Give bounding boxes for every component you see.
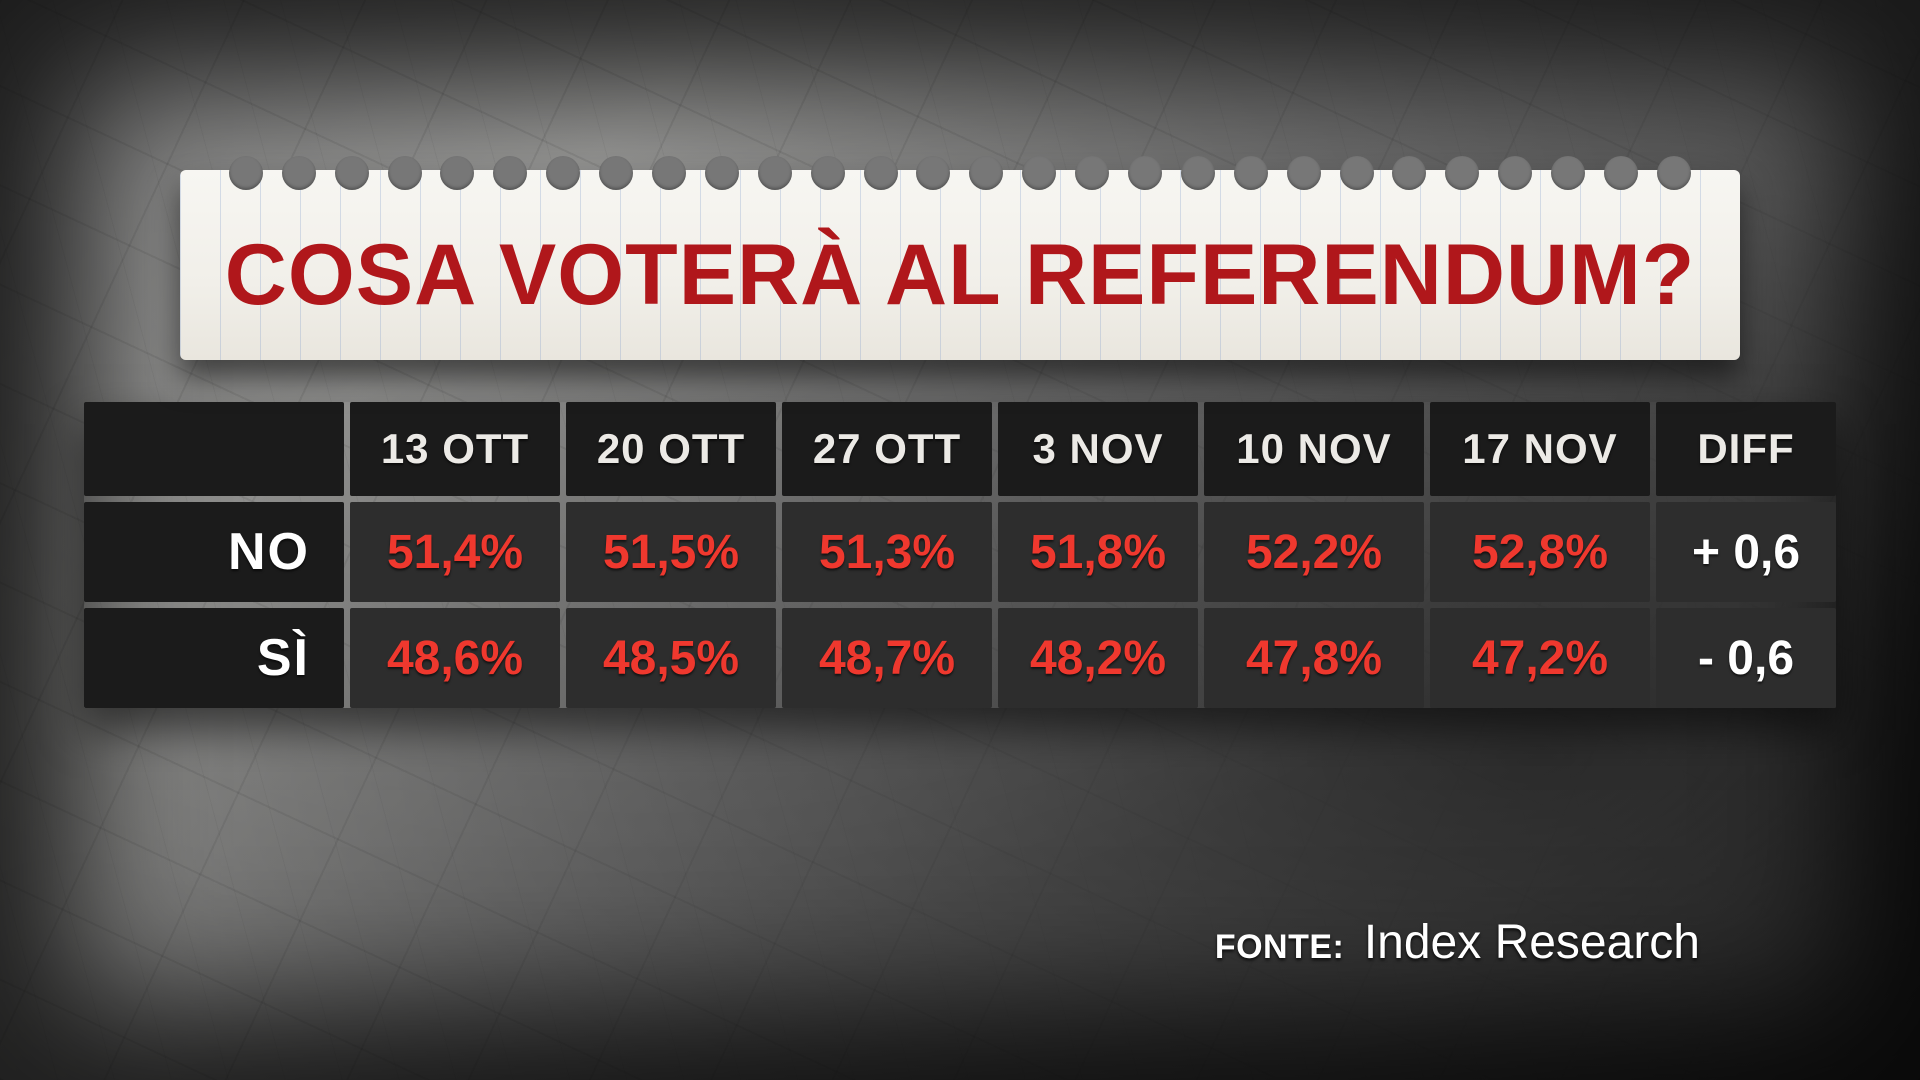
table-header: 17 NOV: [1430, 402, 1650, 496]
table-cell-value: 52,2%: [1204, 502, 1424, 602]
table-cell-value: 51,4%: [350, 502, 560, 602]
infographic-title: COSA VOTERÀ AL REFERENDUM?: [220, 232, 1700, 318]
table-header: 20 OTT: [566, 402, 776, 496]
table-cell-value: 52,8%: [1430, 502, 1650, 602]
table-header: 27 OTT: [782, 402, 992, 496]
table-cell-value: 48,2%: [998, 608, 1198, 708]
table-row-label: NO: [84, 502, 344, 602]
table-cell-diff: + 0,6: [1656, 502, 1836, 602]
title-paper: COSA VOTERÀ AL REFERENDUM?: [180, 170, 1740, 360]
source-label: FONTE:: [1215, 928, 1345, 966]
source-value: Index Research: [1364, 916, 1700, 969]
table-row-label: SÌ: [84, 608, 344, 708]
table-header: 3 NOV: [998, 402, 1198, 496]
table-cell-value: 47,2%: [1430, 608, 1650, 708]
table-cell-value: 51,8%: [998, 502, 1198, 602]
table-header: 10 NOV: [1204, 402, 1424, 496]
table-cell-diff: - 0,6: [1656, 608, 1836, 708]
table-cell-value: 47,8%: [1204, 608, 1424, 708]
paper-spiral-holes: [180, 150, 1740, 190]
table-cell-value: 48,5%: [566, 608, 776, 708]
table-cell-value: 51,3%: [782, 502, 992, 602]
table-header: 13 OTT: [350, 402, 560, 496]
table-cell-value: 48,7%: [782, 608, 992, 708]
table-cell-value: 51,5%: [566, 502, 776, 602]
table-header: DIFF: [1656, 402, 1836, 496]
poll-table: 13 OTT20 OTT27 OTT3 NOV10 NOV17 NOVDIFF N…: [84, 402, 1836, 708]
table-header-blank: [84, 402, 344, 496]
source-attribution: FONTE: Index Research: [1215, 915, 1700, 970]
table-cell-value: 48,6%: [350, 608, 560, 708]
